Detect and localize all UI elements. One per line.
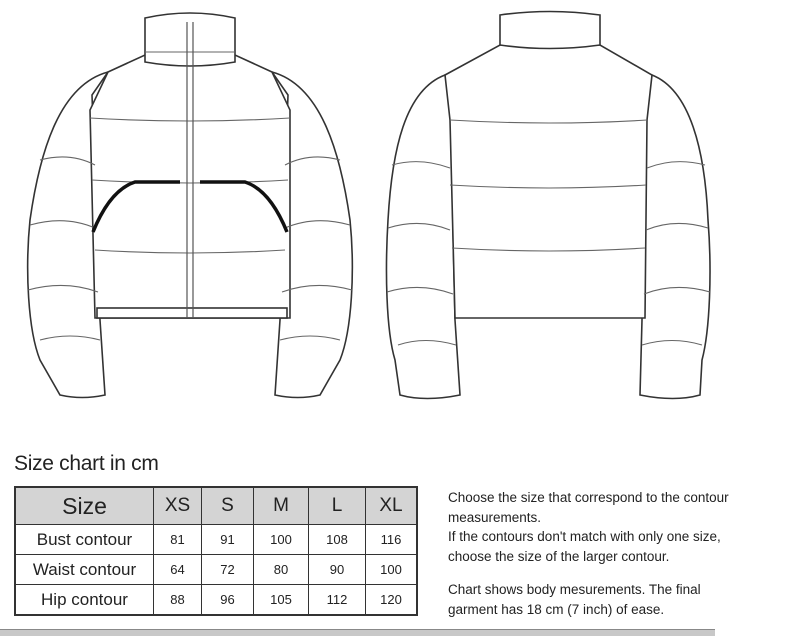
cell: 105 xyxy=(253,584,309,616)
cell: 90 xyxy=(308,554,366,585)
cell: 112 xyxy=(308,584,366,616)
cell: 100 xyxy=(253,524,309,555)
note-line: Choose the size that correspond to the c… xyxy=(448,490,729,505)
cell: 72 xyxy=(201,554,254,585)
row-label: Bust contour xyxy=(14,524,154,555)
table-row: Hip contour 88 96 105 112 120 xyxy=(14,584,418,616)
header-m: M xyxy=(253,486,309,525)
cell: 108 xyxy=(308,524,366,555)
cell: 100 xyxy=(365,554,418,585)
row-label: Hip contour xyxy=(14,584,154,616)
header-xs: XS xyxy=(153,486,202,525)
table-row: Bust contour 81 91 100 108 116 xyxy=(14,524,418,555)
note-line: garment has 18 cm (7 inch) of ease. xyxy=(448,601,665,617)
header-size: Size xyxy=(14,486,154,525)
cell: 88 xyxy=(153,584,202,616)
size-chart-title: Size chart in cm xyxy=(14,452,159,475)
cell: 91 xyxy=(201,524,254,555)
cell: 81 xyxy=(153,524,202,555)
note-line: Chart shows body mesurements. The final xyxy=(448,582,701,597)
size-chart-table: Size XS S M L XL Bust contour 81 91 100 … xyxy=(14,486,418,616)
cell: 116 xyxy=(365,524,418,555)
note-line: If the contours don't match with only on… xyxy=(448,529,721,544)
note-line: measurements. xyxy=(448,509,542,525)
cell: 120 xyxy=(365,584,418,616)
ease-note: Chart shows body mesurements. The final … xyxy=(448,580,701,619)
cell: 64 xyxy=(153,554,202,585)
header-l: L xyxy=(308,486,366,525)
table-header-row: Size XS S M L XL xyxy=(14,486,418,525)
bottom-divider-bar xyxy=(0,629,715,636)
jacket-front-illustration xyxy=(26,12,354,399)
row-label: Waist contour xyxy=(14,554,154,585)
cell: 96 xyxy=(201,584,254,616)
size-instructions: Choose the size that correspond to the c… xyxy=(448,488,729,566)
note-line: choose the size of the larger contour. xyxy=(448,548,670,564)
jacket-back-illustration xyxy=(385,10,711,400)
cell: 80 xyxy=(253,554,309,585)
header-xl: XL xyxy=(365,486,418,525)
header-s: S xyxy=(201,486,254,525)
table-row: Waist contour 64 72 80 90 100 xyxy=(14,554,418,585)
